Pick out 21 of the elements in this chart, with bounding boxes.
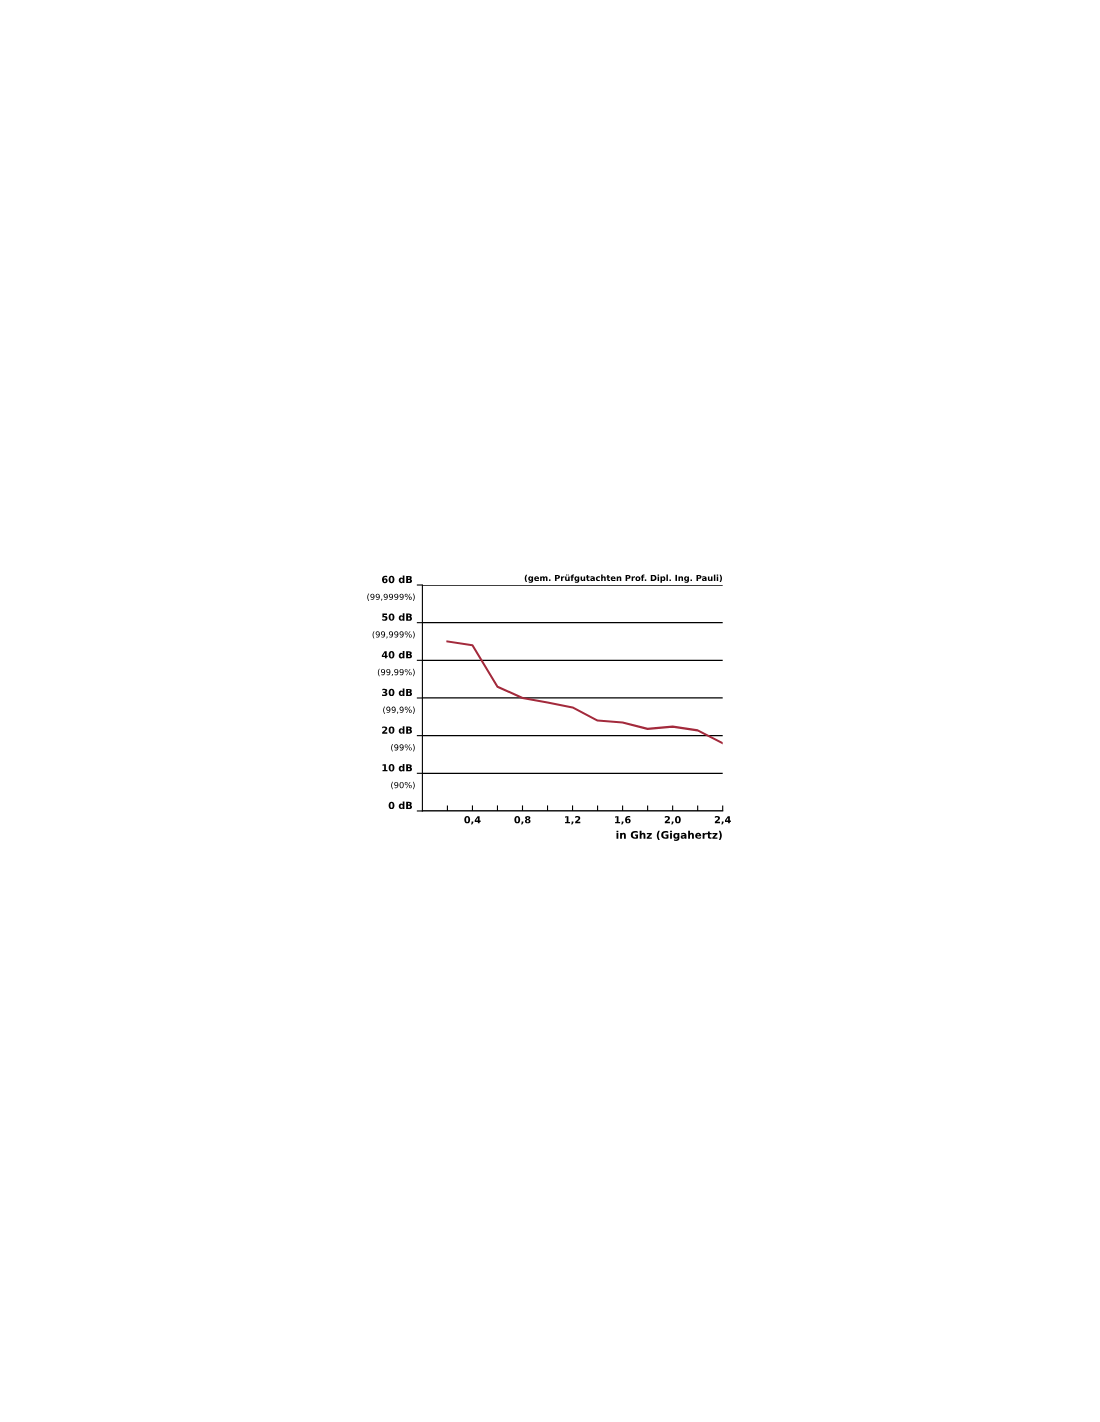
x-tick-label: 2,4 <box>714 816 731 825</box>
y-tick-label: 60 dB <box>382 575 412 584</box>
text: (99%) <box>391 744 415 752</box>
y-tick-label: 30 dB <box>382 688 412 697</box>
text: (gem. Prüfgutachten Prof. Dipl. Ing. Pauli) <box>524 574 722 583</box>
x-tick-label: 1,6 <box>615 816 631 825</box>
y-tick-label: 10 dB <box>382 763 412 772</box>
x-tick-label: 0,8 <box>514 816 531 825</box>
text: (99,9999%) <box>367 593 415 601</box>
text: (90%) <box>391 781 415 790</box>
y-tick-label: 0 dB <box>388 801 412 810</box>
y-tick-label: 20 dB <box>382 726 412 734</box>
y-tick-label: 50 dB <box>382 613 412 621</box>
x-axis-title: in Ghz (Gigahertz) <box>616 830 722 841</box>
text: (99,999%) <box>372 631 415 639</box>
x-tick-label: 1,2 <box>565 816 581 825</box>
text: (99,9%) <box>383 706 415 714</box>
y-tick-label: 40 dB <box>381 650 412 659</box>
x-tick-label: 2,0 <box>664 816 681 825</box>
text: (99,99%) <box>377 668 415 677</box>
x-tick-label: 0,4 <box>464 816 481 825</box>
